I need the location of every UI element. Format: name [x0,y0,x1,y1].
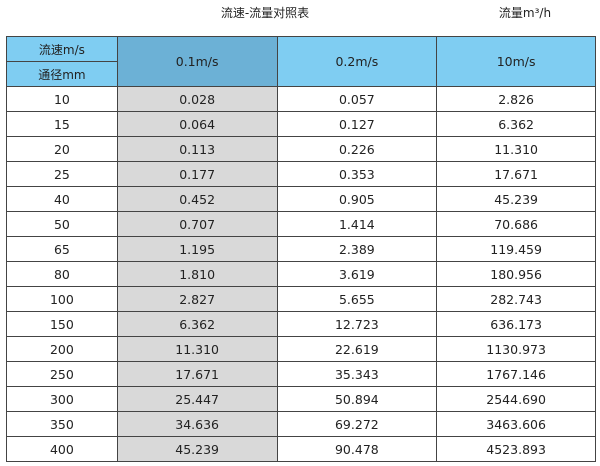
diameter-cell: 80 [6,261,118,287]
flow-cell: 45.239 [116,436,278,462]
diameter-cell: 250 [6,361,118,387]
flow-cell: 1.195 [116,236,278,262]
diameter-cell: 65 [6,236,118,262]
flow-cell: 70.686 [436,211,596,237]
table-row: 50 0.707 1.414 70.686 [6,211,596,237]
flow-cell: 45.239 [436,186,596,212]
flow-cell: 4523.893 [436,436,596,462]
table-row: 10 0.028 0.057 2.826 [6,86,596,112]
flow-cell: 0.452 [116,186,278,212]
flow-cell: 0.177 [116,161,278,187]
diameter-cell: 20 [6,136,118,162]
table-row: 80 1.810 3.619 180.956 [6,261,596,287]
table-row: 150 6.362 12.723 636.173 [6,311,596,337]
flow-cell: 6.362 [436,111,596,137]
table-row: 20 0.113 0.226 11.310 [6,136,596,162]
flow-cell: 17.671 [116,361,278,387]
diameter-cell: 40 [6,186,118,212]
flow-cell: 3.619 [276,261,438,287]
column-header-10: 10m/s [436,36,596,87]
flow-cell: 2.389 [276,236,438,262]
table-row: 350 34.636 69.272 3463.606 [6,411,596,437]
table-row: 300 25.447 50.894 2544.690 [6,386,596,412]
flow-cell: 282.743 [436,286,596,312]
table-row: 25 0.177 0.353 17.671 [6,161,596,187]
flow-cell: 90.478 [276,436,438,462]
flow-cell: 2.826 [436,86,596,112]
table-row: 65 1.195 2.389 119.459 [6,236,596,262]
flow-cell: 0.028 [116,86,278,112]
table-title: 流速-流量对照表 [220,6,310,20]
diameter-cell: 200 [6,336,118,362]
flow-unit-label: 流量m³/h [498,6,552,20]
flow-cell: 25.447 [116,386,278,412]
flow-cell: 0.113 [116,136,278,162]
flow-cell: 0.226 [276,136,438,162]
diameter-cell: 15 [6,111,118,137]
flow-cell: 22.619 [276,336,438,362]
flow-cell: 2544.690 [436,386,596,412]
table-row: 15 0.064 0.127 6.362 [6,111,596,137]
diameter-cell: 400 [6,436,118,462]
flow-cell: 69.272 [276,411,438,437]
diameter-cell: 50 [6,211,118,237]
column-header-0.1: 0.1m/s [116,36,278,87]
diameter-cell: 300 [6,386,118,412]
diameter-cell: 10 [6,86,118,112]
flow-cell: 34.636 [116,411,278,437]
flow-cell: 50.894 [276,386,438,412]
flow-cell: 0.707 [116,211,278,237]
diameter-cell: 350 [6,411,118,437]
flow-cell: 1.810 [116,261,278,287]
table-row: 200 11.310 22.619 1130.973 [6,336,596,362]
diameter-label: 通径mm [6,61,118,87]
flow-cell: 35.343 [276,361,438,387]
table-row: 40 0.452 0.905 45.239 [6,186,596,212]
velocity-label: 流速m/s [6,36,118,62]
flow-cell: 0.057 [276,86,438,112]
flow-cell: 636.173 [436,311,596,337]
column-header-0.2: 0.2m/s [276,36,438,87]
flow-cell: 1.414 [276,211,438,237]
flow-cell: 3463.606 [436,411,596,437]
flow-cell: 5.655 [276,286,438,312]
velocity-flow-table: 流速m/s 0.1m/s 0.2m/s 10m/s 通径mm 10 0.028 0.… [6,36,596,462]
flow-cell: 2.827 [116,286,278,312]
flow-cell: 0.353 [276,161,438,187]
flow-cell: 0.064 [116,111,278,137]
flow-cell: 6.362 [116,311,278,337]
flow-cell: 0.127 [276,111,438,137]
diameter-cell: 25 [6,161,118,187]
table-row: 100 2.827 5.655 282.743 [6,286,596,312]
diameter-cell: 150 [6,311,118,337]
diameter-cell: 100 [6,286,118,312]
flow-cell: 119.459 [436,236,596,262]
table-row: 250 17.671 35.343 1767.146 [6,361,596,387]
flow-cell: 1767.146 [436,361,596,387]
flow-cell: 0.905 [276,186,438,212]
flow-cell: 17.671 [436,161,596,187]
flow-cell: 12.723 [276,311,438,337]
flow-cell: 180.956 [436,261,596,287]
flow-cell: 1130.973 [436,336,596,362]
flow-cell: 11.310 [436,136,596,162]
table-row: 400 45.239 90.478 4523.893 [6,436,596,462]
flow-cell: 11.310 [116,336,278,362]
